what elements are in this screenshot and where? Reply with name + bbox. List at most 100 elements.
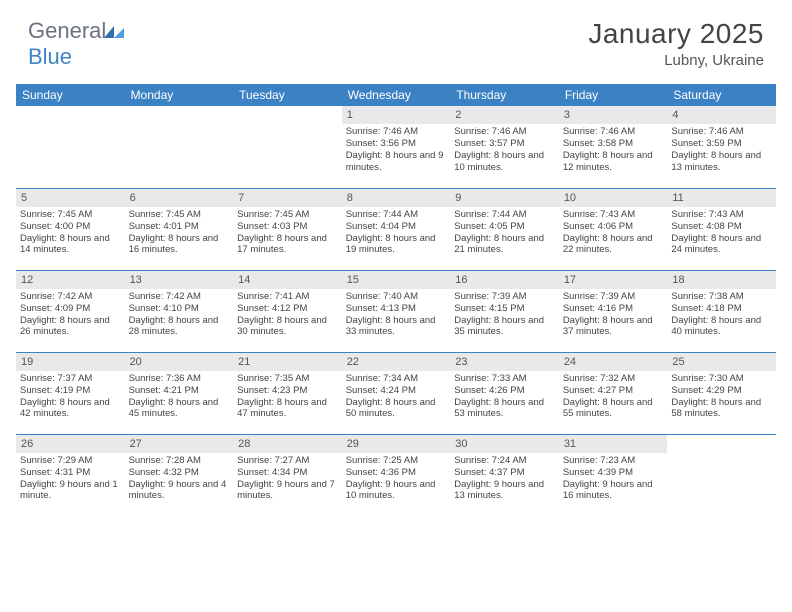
calendar-cell: 23Sunrise: 7:33 AMSunset: 4:26 PMDayligh… (450, 352, 559, 434)
cell-body: Sunrise: 7:35 AMSunset: 4:23 PMDaylight:… (233, 371, 342, 423)
sunrise-line: Sunrise: 7:34 AM (346, 373, 447, 385)
calendar-cell: 15Sunrise: 7:40 AMSunset: 4:13 PMDayligh… (342, 270, 451, 352)
cell-body: Sunrise: 7:27 AMSunset: 4:34 PMDaylight:… (233, 453, 342, 505)
weekday-header: Monday (125, 84, 234, 106)
day-number: 30 (450, 435, 559, 453)
calendar-cell: 24Sunrise: 7:32 AMSunset: 4:27 PMDayligh… (559, 352, 668, 434)
sunrise-line: Sunrise: 7:25 AM (346, 455, 447, 467)
sunrise-line: Sunrise: 7:46 AM (454, 126, 555, 138)
calendar-cell: 26Sunrise: 7:29 AMSunset: 4:31 PMDayligh… (16, 434, 125, 516)
cell-body: Sunrise: 7:28 AMSunset: 4:32 PMDaylight:… (125, 453, 234, 505)
sunrise-line: Sunrise: 7:27 AM (237, 455, 338, 467)
calendar-cell: 22Sunrise: 7:34 AMSunset: 4:24 PMDayligh… (342, 352, 451, 434)
calendar-cell: 16Sunrise: 7:39 AMSunset: 4:15 PMDayligh… (450, 270, 559, 352)
daylight-line: Daylight: 8 hours and 16 minutes. (129, 233, 230, 257)
calendar-cell: 2 Sunrise: 7:46 AMSunset: 3:57 PMDaylight… (450, 106, 559, 188)
daylight-line: Daylight: 8 hours and 12 minutes. (563, 150, 664, 174)
sunset-line: Sunset: 3:59 PM (671, 138, 772, 150)
daylight-line: Daylight: 8 hours and 17 minutes. (237, 233, 338, 257)
day-number: 16 (450, 271, 559, 289)
daylight-line: Daylight: 8 hours and 55 minutes. (563, 397, 664, 421)
daylight-line: Daylight: 8 hours and 24 minutes. (671, 233, 772, 257)
sunset-line: Sunset: 4:37 PM (454, 467, 555, 479)
daylight-line: Daylight: 8 hours and 30 minutes. (237, 315, 338, 339)
daylight-line: Daylight: 9 hours and 7 minutes. (237, 479, 338, 503)
sunrise-line: Sunrise: 7:42 AM (129, 291, 230, 303)
sunset-line: Sunset: 4:12 PM (237, 303, 338, 315)
sunrise-line: Sunrise: 7:32 AM (563, 373, 664, 385)
day-number: 21 (233, 353, 342, 371)
sunrise-line: Sunrise: 7:44 AM (454, 209, 555, 221)
daylight-line: Daylight: 8 hours and 22 minutes. (563, 233, 664, 257)
day-number: 22 (342, 353, 451, 371)
logo-text-grey: General (28, 18, 106, 43)
cell-body: Sunrise: 7:46 AMSunset: 3:56 PMDaylight:… (342, 124, 451, 176)
sunrise-line: Sunrise: 7:33 AM (454, 373, 555, 385)
calendar-cell: 1Sunrise: 7:46 AMSunset: 3:56 PMDaylight… (342, 106, 451, 188)
sunrise-line: Sunrise: 7:39 AM (454, 291, 555, 303)
sunset-line: Sunset: 4:16 PM (563, 303, 664, 315)
calendar-table: SundayMondayTuesdayWednesdayThursdayFrid… (16, 84, 776, 516)
weekday-row: SundayMondayTuesdayWednesdayThursdayFrid… (16, 84, 776, 106)
calendar-cell: 12Sunrise: 7:42 AMSunset: 4:09 PMDayligh… (16, 270, 125, 352)
sunset-line: Sunset: 4:05 PM (454, 221, 555, 233)
cell-body: Sunrise: 7:25 AMSunset: 4:36 PMDaylight:… (342, 453, 451, 505)
sunset-line: Sunset: 3:57 PM (454, 138, 555, 150)
calendar-cell: 21Sunrise: 7:35 AMSunset: 4:23 PMDayligh… (233, 352, 342, 434)
daylight-line: Daylight: 8 hours and 19 minutes. (346, 233, 447, 257)
sunset-line: Sunset: 4:15 PM (454, 303, 555, 315)
sunrise-line: Sunrise: 7:45 AM (129, 209, 230, 221)
cell-body: Sunrise: 7:42 AMSunset: 4:10 PMDaylight:… (125, 289, 234, 341)
sunset-line: Sunset: 4:21 PM (129, 385, 230, 397)
sunset-line: Sunset: 4:27 PM (563, 385, 664, 397)
sunset-line: Sunset: 4:32 PM (129, 467, 230, 479)
sunrise-line: Sunrise: 7:36 AM (129, 373, 230, 385)
weekday-header: Sunday (16, 84, 125, 106)
cell-body: Sunrise: 7:46 AMSunset: 3:58 PMDaylight:… (559, 124, 668, 176)
cell-body: Sunrise: 7:38 AMSunset: 4:18 PMDaylight:… (667, 289, 776, 341)
weekday-header: Wednesday (342, 84, 451, 106)
daylight-line: Daylight: 8 hours and 26 minutes. (20, 315, 121, 339)
daylight-line: Daylight: 8 hours and 47 minutes. (237, 397, 338, 421)
calendar-row: 5Sunrise: 7:45 AMSunset: 4:00 PMDaylight… (16, 188, 776, 270)
sunset-line: Sunset: 4:36 PM (346, 467, 447, 479)
day-number: 29 (342, 435, 451, 453)
cell-body: Sunrise: 7:23 AMSunset: 4:39 PMDaylight:… (559, 453, 668, 505)
daylight-line: Daylight: 8 hours and 13 minutes. (671, 150, 772, 174)
day-number: 15 (342, 271, 451, 289)
daylight-line: Daylight: 9 hours and 4 minutes. (129, 479, 230, 503)
daylight-line: Daylight: 8 hours and 42 minutes. (20, 397, 121, 421)
calendar-cell: 9Sunrise: 7:44 AMSunset: 4:05 PMDaylight… (450, 188, 559, 270)
page-title: January 2025 (588, 18, 764, 50)
day-number: 2 (450, 106, 559, 124)
calendar-cell: 10Sunrise: 7:43 AMSunset: 4:06 PMDayligh… (559, 188, 668, 270)
sunrise-line: Sunrise: 7:42 AM (20, 291, 121, 303)
day-number: 18 (667, 271, 776, 289)
daylight-line: Daylight: 8 hours and 10 minutes. (454, 150, 555, 174)
calendar-cell: 14Sunrise: 7:41 AMSunset: 4:12 PMDayligh… (233, 270, 342, 352)
calendar-cell: 29Sunrise: 7:25 AMSunset: 4:36 PMDayligh… (342, 434, 451, 516)
daylight-line: Daylight: 8 hours and 58 minutes. (671, 397, 772, 421)
day-number: 9 (450, 189, 559, 207)
sunrise-line: Sunrise: 7:46 AM (671, 126, 772, 138)
calendar-cell: 20Sunrise: 7:36 AMSunset: 4:21 PMDayligh… (125, 352, 234, 434)
day-number: 14 (233, 271, 342, 289)
sunset-line: Sunset: 4:39 PM (563, 467, 664, 479)
logo: GeneralBlue (28, 18, 125, 70)
calendar-cell: 19Sunrise: 7:37 AMSunset: 4:19 PMDayligh… (16, 352, 125, 434)
sunset-line: Sunset: 4:04 PM (346, 221, 447, 233)
sunset-line: Sunset: 4:23 PM (237, 385, 338, 397)
sunrise-line: Sunrise: 7:30 AM (671, 373, 772, 385)
calendar-cell: 4 Sunrise: 7:46 AMSunset: 3:59 PMDaylight… (667, 106, 776, 188)
cell-body: Sunrise: 7:24 AMSunset: 4:37 PMDaylight:… (450, 453, 559, 505)
day-number: 23 (450, 353, 559, 371)
calendar-row: 12Sunrise: 7:42 AMSunset: 4:09 PMDayligh… (16, 270, 776, 352)
calendar-row: 26Sunrise: 7:29 AMSunset: 4:31 PMDayligh… (16, 434, 776, 516)
sunset-line: Sunset: 4:01 PM (129, 221, 230, 233)
daylight-line: Daylight: 8 hours and 40 minutes. (671, 315, 772, 339)
sunrise-line: Sunrise: 7:35 AM (237, 373, 338, 385)
cell-body: Sunrise: 7:39 AMSunset: 4:15 PMDaylight:… (450, 289, 559, 341)
cell-body: Sunrise: 7:36 AMSunset: 4:21 PMDaylight:… (125, 371, 234, 423)
day-number: 4 (667, 106, 776, 124)
calendar-cell: 31Sunrise: 7:23 AMSunset: 4:39 PMDayligh… (559, 434, 668, 516)
